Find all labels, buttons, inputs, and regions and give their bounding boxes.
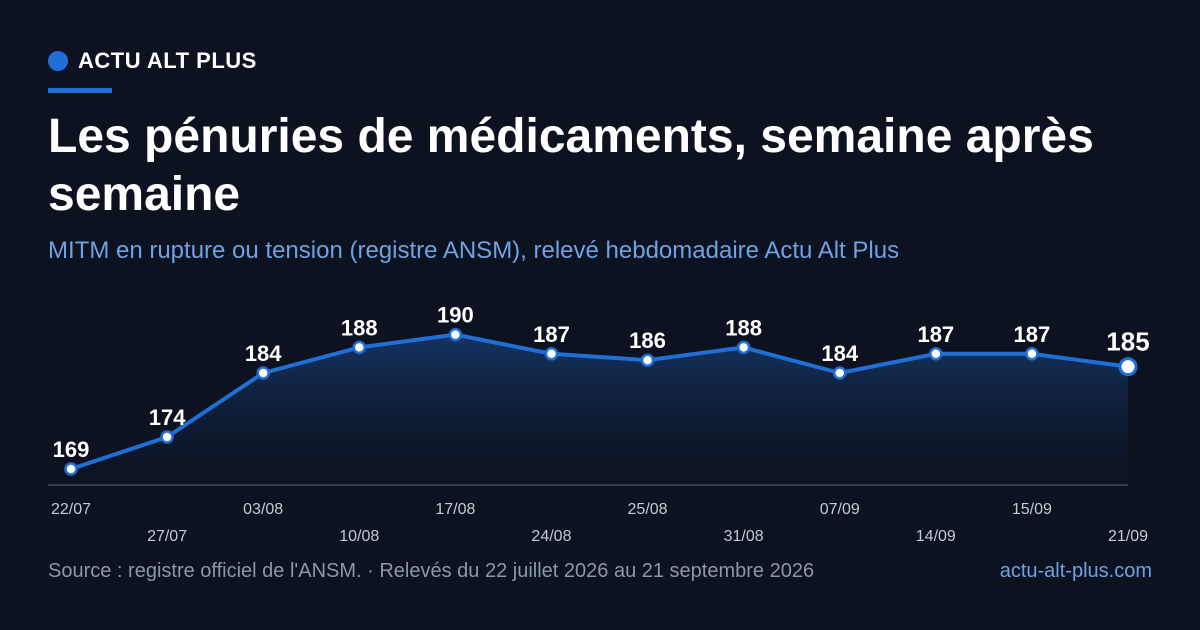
data-point [448, 327, 463, 342]
brand: ACTU ALT PLUS [48, 48, 257, 74]
data-label: 188 [341, 315, 378, 340]
data-label: 184 [245, 341, 282, 366]
data-point [832, 366, 847, 380]
data-point [1118, 357, 1138, 377]
data-point [1025, 347, 1039, 361]
data-label: 187 [1014, 322, 1051, 347]
data-point [640, 353, 655, 367]
x-tick-label: 17/08 [435, 501, 475, 518]
data-label: 185 [1106, 327, 1149, 357]
data-label: 174 [149, 405, 186, 430]
data-point [160, 430, 174, 444]
data-label: 188 [725, 315, 762, 340]
x-tick-label: 07/09 [820, 501, 860, 518]
chart-subtitle: MITM en rupture ou tension (registre ANS… [48, 237, 900, 264]
footer-site-link[interactable]: actu-alt-plus.com [999, 560, 1152, 582]
brand-underline [48, 88, 112, 93]
chart-title: Les pénuries de médicaments, semaine apr… [48, 110, 1094, 221]
x-tick-label: 10/08 [339, 528, 379, 545]
data-label: 187 [533, 322, 570, 347]
x-tick-label: 14/09 [916, 528, 956, 545]
data-point [352, 340, 367, 355]
x-tick-label: 22/07 [51, 501, 91, 518]
area-fill [71, 334, 1128, 485]
x-tick-label: 21/09 [1108, 528, 1148, 545]
data-point [736, 340, 751, 355]
data-label: 186 [629, 328, 666, 353]
data-point [256, 366, 270, 380]
x-tick-label: 24/08 [531, 528, 571, 545]
footer-source: Source : registre officiel de l'ANSM. · … [48, 560, 815, 582]
data-label: 184 [821, 341, 858, 366]
x-tick-label: 31/08 [724, 528, 764, 545]
brand-name: ACTU ALT PLUS [78, 48, 257, 73]
data-label: 187 [917, 322, 954, 347]
data-point [929, 347, 943, 361]
x-tick-label: 25/08 [628, 501, 668, 518]
data-point [544, 347, 559, 361]
x-tick-label: 03/08 [243, 501, 283, 518]
data-label: 190 [437, 303, 474, 328]
data-label: 169 [53, 437, 90, 462]
brand-dot-icon [48, 51, 68, 71]
data-point [64, 462, 78, 476]
x-tick-label: 27/07 [147, 528, 187, 545]
line-chart: 169 174 184 188 190 187 186 188 184 187 187 185 22/… [48, 303, 1150, 545]
series-line [69, 332, 1130, 471]
x-tick-label: 15/09 [1012, 501, 1052, 518]
